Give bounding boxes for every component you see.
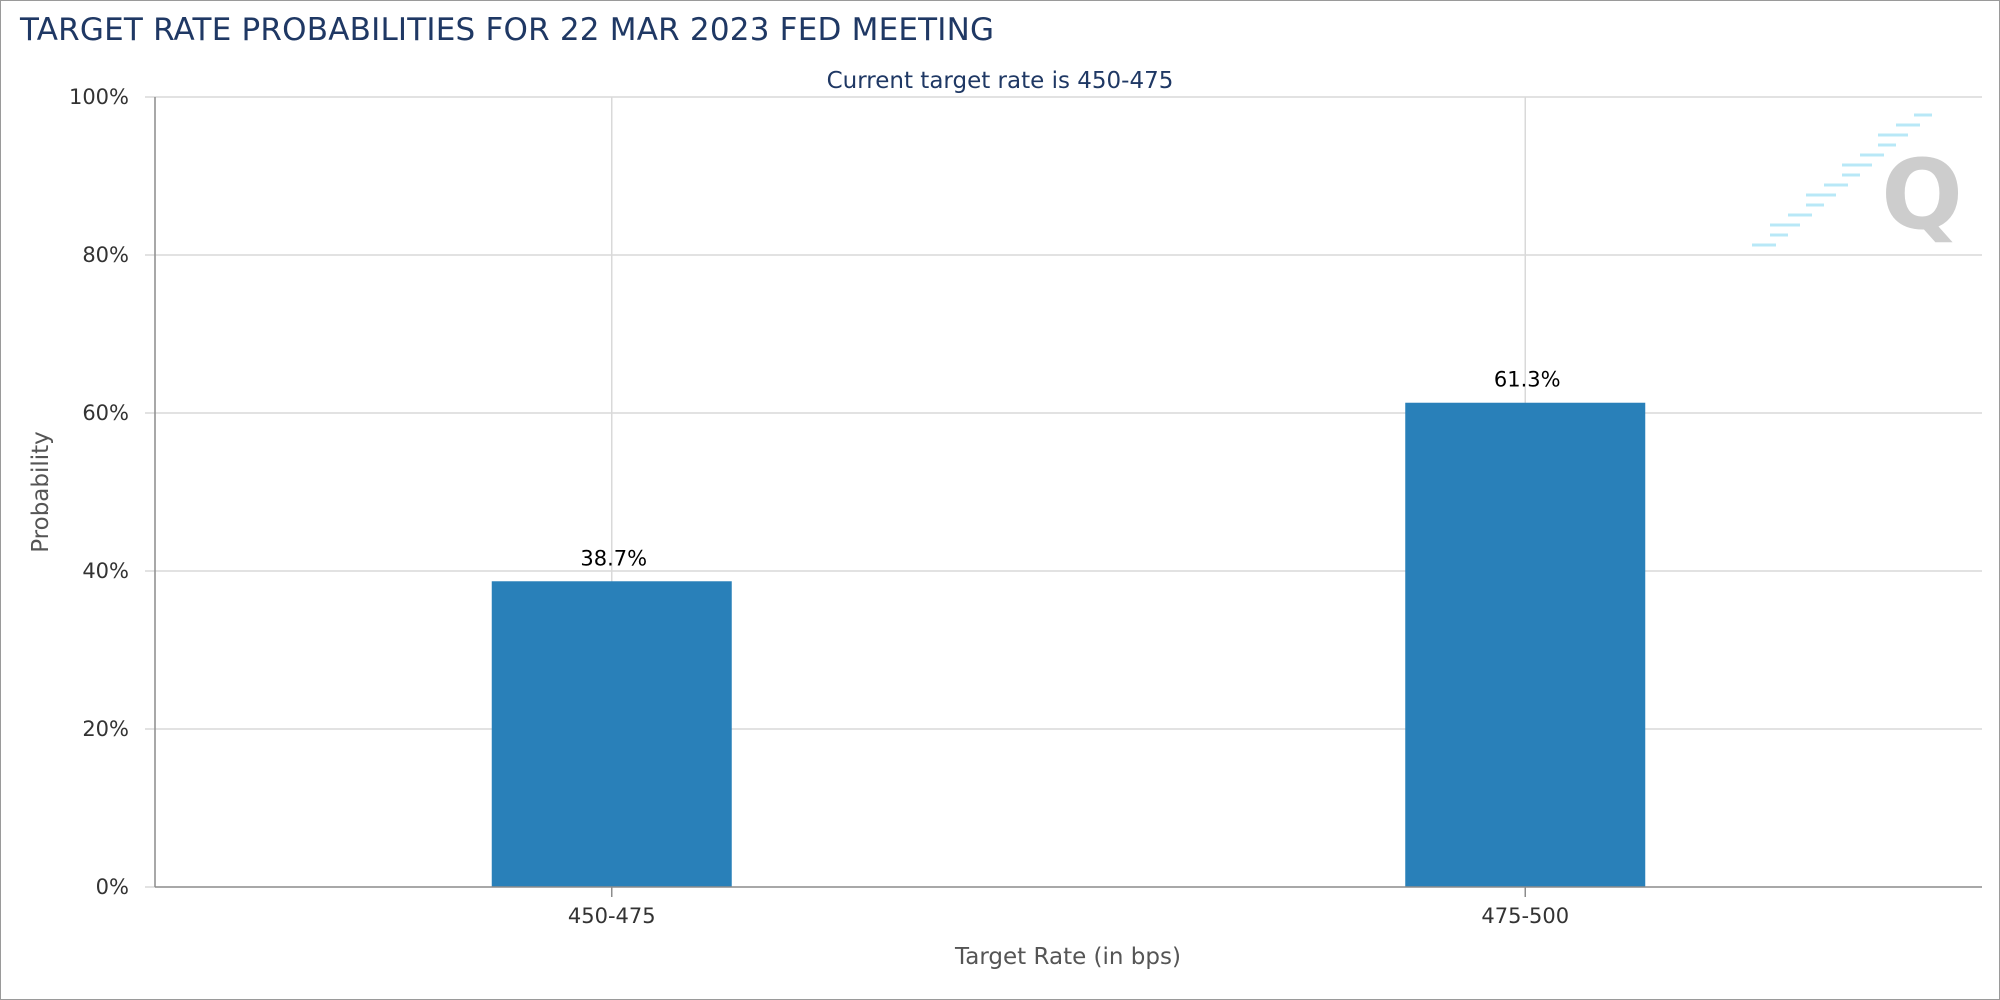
chart-title: TARGET RATE PROBABILITIES FOR 22 MAR 202… xyxy=(20,12,995,48)
data-label: 38.7% xyxy=(580,546,647,570)
y-tick-label: 60% xyxy=(82,401,129,425)
y-tick-label: 0% xyxy=(96,875,129,899)
x-tick-label: 450-475 xyxy=(568,904,656,928)
y-tick-label: 20% xyxy=(82,717,129,741)
watermark-speed-lines xyxy=(1752,113,1932,247)
x-tick-label: 475-500 xyxy=(1481,904,1569,928)
y-tick-label: 80% xyxy=(82,243,129,267)
chart-subtitle: Current target rate is 450-475 xyxy=(827,68,1174,94)
x-axis-ticks: 450-475 475-500 xyxy=(568,887,1569,928)
y-tick-label: 100% xyxy=(69,85,129,109)
y-axis-label: Probability xyxy=(28,431,54,553)
watermark-letter: Q xyxy=(1881,139,1963,251)
data-labels: 38.7% 61.3% xyxy=(580,368,1560,571)
quikstrike-q-logo-icon: Q xyxy=(1752,113,1963,251)
y-tick-label: 40% xyxy=(82,559,129,583)
y-axis-ticks: 0% 20% 40% 60% 80% 100% xyxy=(69,85,129,899)
bar-450-475 xyxy=(491,581,732,887)
bar-475-500 xyxy=(1405,402,1646,887)
grid-lines xyxy=(145,96,1982,888)
data-label: 61.3% xyxy=(1494,368,1561,392)
x-axis-label: Target Rate (in bps) xyxy=(954,944,1181,970)
bars xyxy=(491,402,1646,887)
